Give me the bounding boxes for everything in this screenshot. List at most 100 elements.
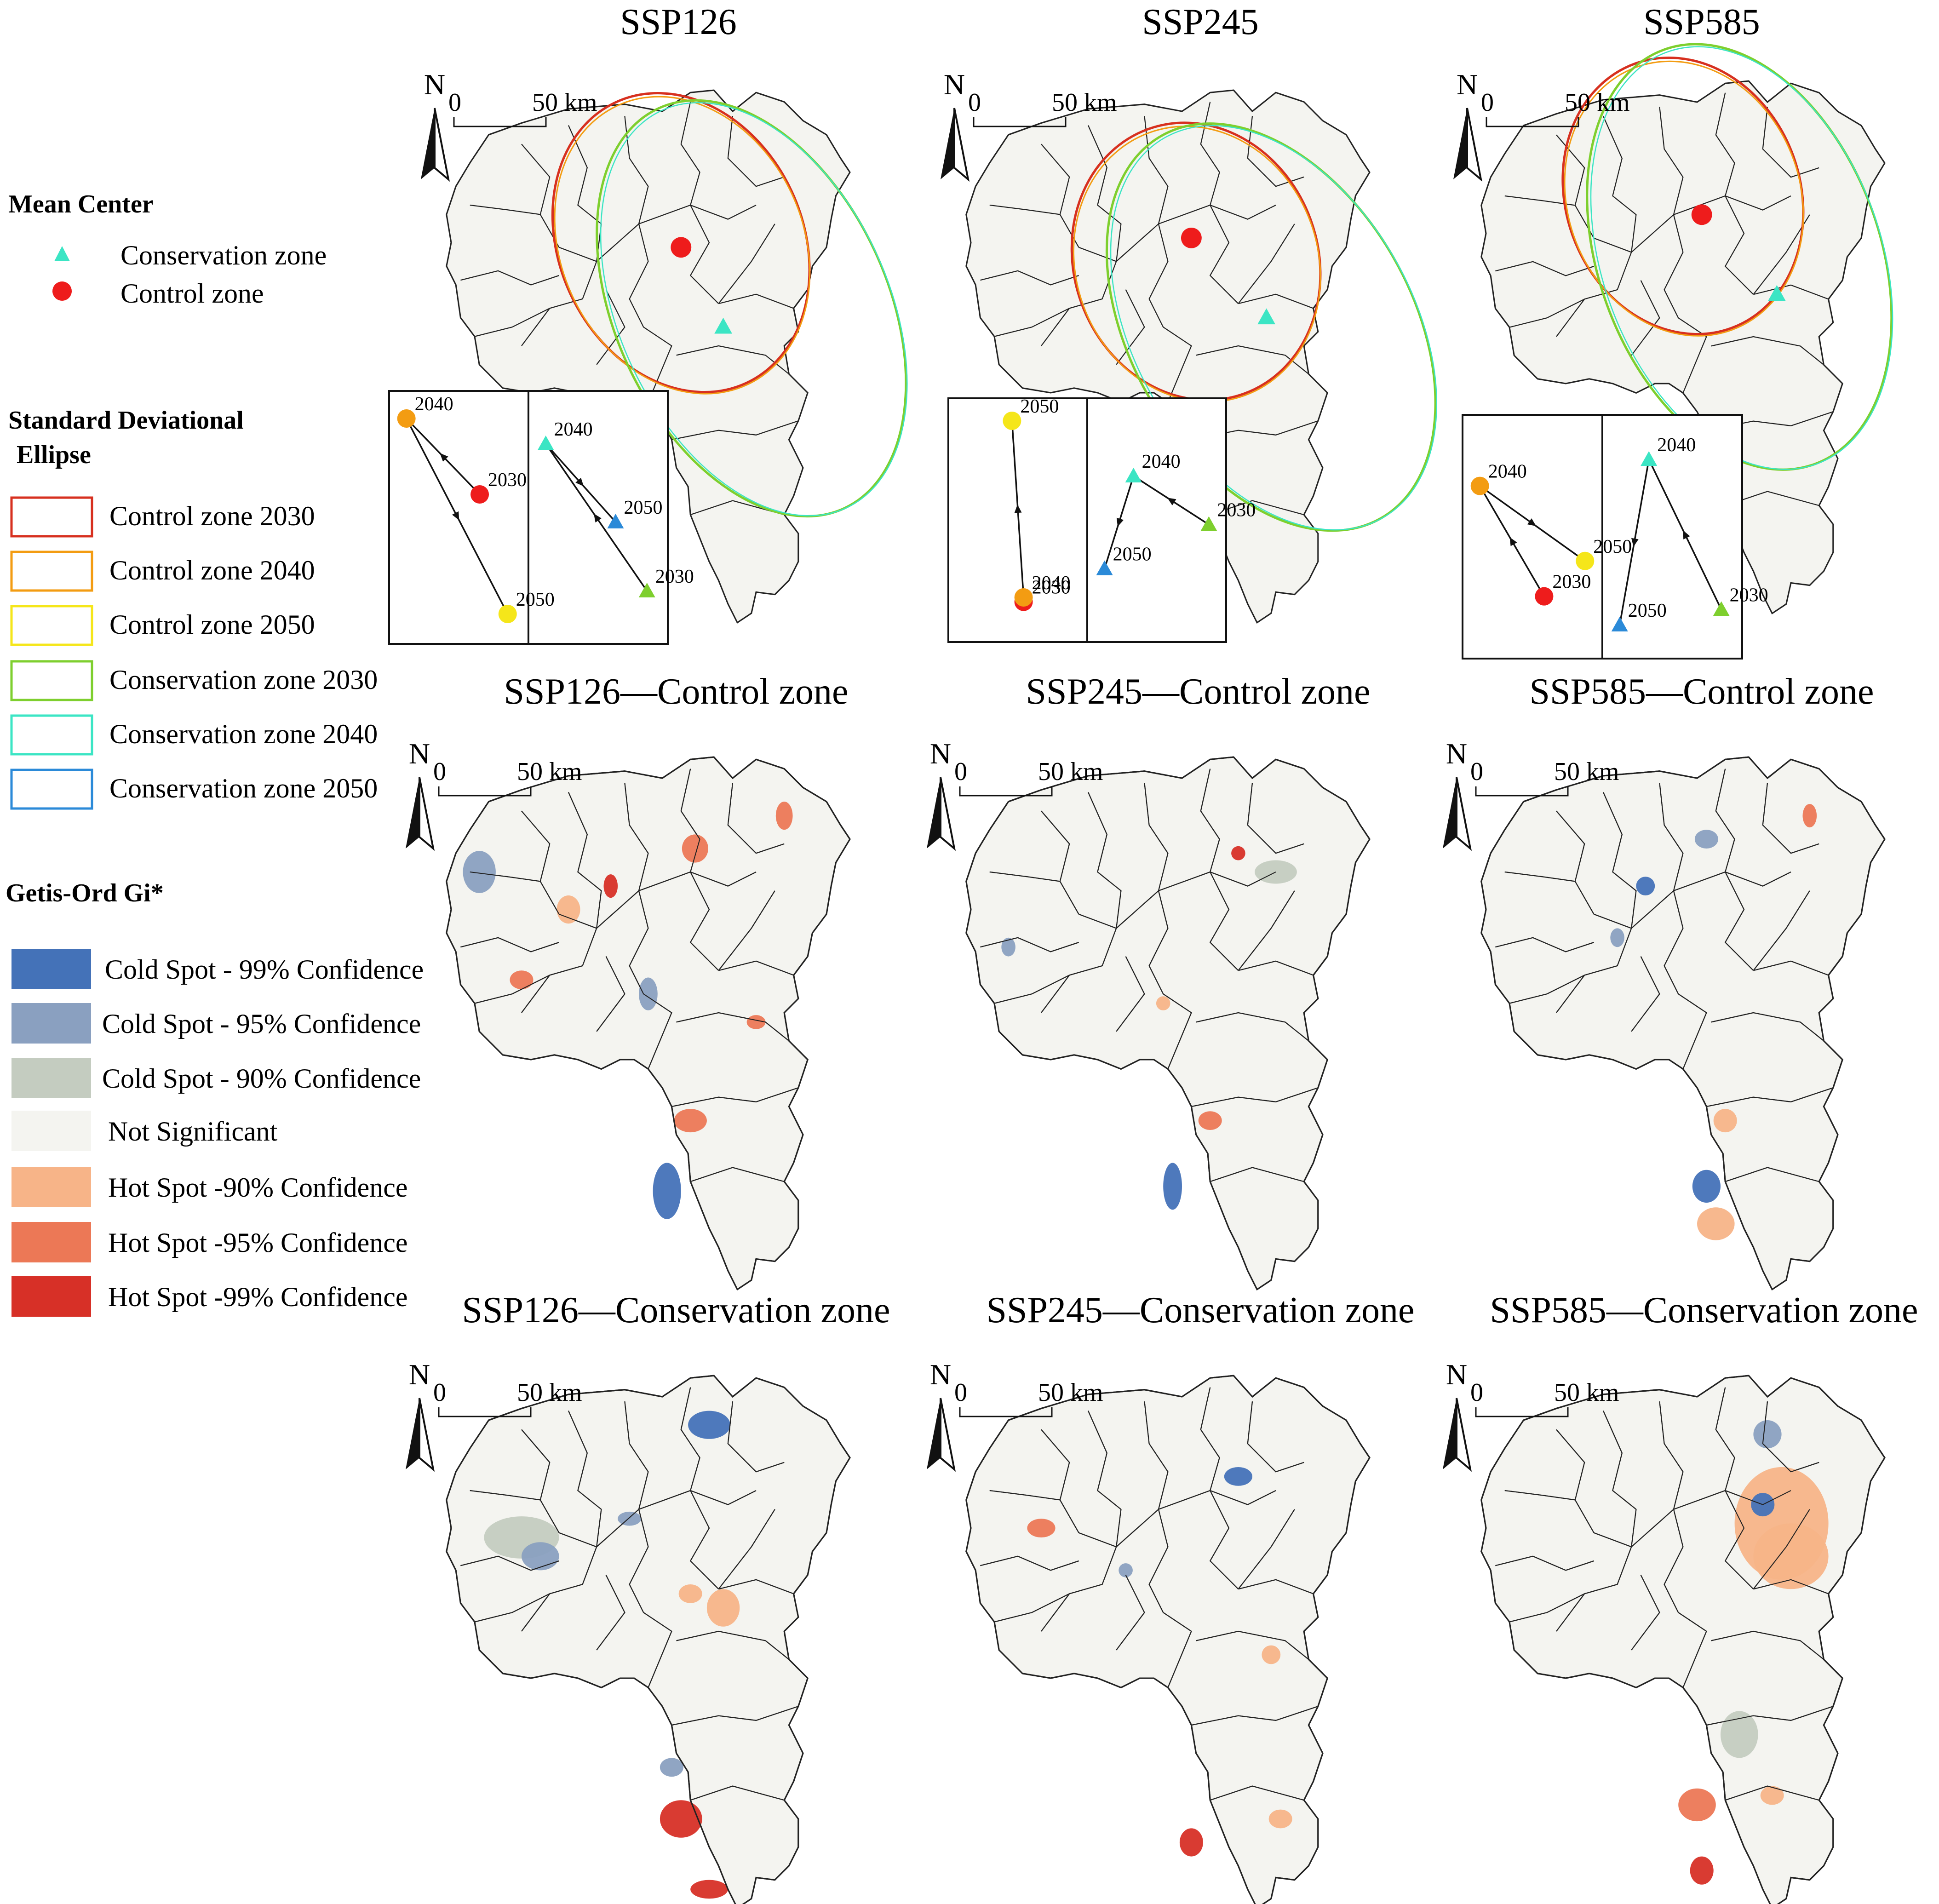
scale-distance-label: 50 km bbox=[517, 1378, 582, 1407]
legend-gi-swatch bbox=[11, 1276, 91, 1317]
scale-bar-line bbox=[959, 1407, 1053, 1417]
track-point-triangle-icon bbox=[607, 514, 624, 528]
gi-map-gi-patch bbox=[688, 1411, 730, 1439]
legend-gi-label: Cold Spot - 90% Confidence bbox=[102, 1063, 421, 1094]
title-row1-ssp126: SSP126 bbox=[620, 2, 736, 42]
conservation-triangle-icon bbox=[54, 246, 70, 261]
ellipse-control-zone bbox=[1561, 56, 1805, 336]
north-arrow-right bbox=[1456, 1398, 1472, 1472]
gi-map-gi-patch bbox=[775, 802, 793, 830]
gi-map-r3-c3 bbox=[1480, 1375, 1886, 1904]
sde-map-0-north-arrow: N bbox=[421, 68, 450, 182]
track-point-triangle-icon bbox=[1641, 451, 1658, 466]
track-year-label: 2030 bbox=[488, 470, 527, 491]
legend-sde-label: Control zone 2030 bbox=[109, 501, 315, 531]
title-row2-ssp126: SSP126—Control zone bbox=[504, 671, 849, 712]
scale-zero-label: 0 bbox=[954, 1378, 967, 1407]
legend-gi-label: Cold Spot - 95% Confidence bbox=[102, 1009, 421, 1039]
gi-map-gi-patch bbox=[1119, 1563, 1133, 1577]
sde-map-0 bbox=[446, 89, 908, 624]
trajectory-arrow-icon bbox=[1509, 537, 1517, 546]
gi-map-gi-patch bbox=[556, 895, 580, 924]
scale-bar-line bbox=[453, 117, 547, 127]
gi-map-gi-patch bbox=[746, 1015, 766, 1029]
gi-map-r3-c3-scale-bar: 0 50 km bbox=[1470, 1378, 1619, 1417]
ellipse-conservation-zone-2040 bbox=[600, 102, 908, 516]
legend-sde-label: Conservation zone 2030 bbox=[109, 665, 378, 695]
gi-map-gi-patch bbox=[1713, 1109, 1737, 1133]
trajectory-arrow-icon bbox=[1683, 530, 1690, 539]
gi-map-gi-patch bbox=[1760, 1786, 1784, 1805]
title-row3-ssp585: SSP585—Conservation zone bbox=[1490, 1290, 1918, 1331]
gi-map-gi-patch bbox=[1001, 937, 1015, 957]
gi-map-gi-patch bbox=[1692, 1170, 1721, 1203]
scale-zero-label: 0 bbox=[448, 88, 461, 117]
trajectory-arrow-icon bbox=[452, 511, 459, 521]
gi-map-gi-patch bbox=[639, 977, 658, 1010]
north-arrow-left bbox=[1443, 1398, 1457, 1469]
north-arrow-right bbox=[953, 108, 970, 182]
track-point-circle-icon bbox=[1470, 476, 1489, 495]
scale-bar-line bbox=[438, 786, 532, 797]
legend-gi-swatch bbox=[11, 949, 91, 989]
track-year-label: 2030 bbox=[655, 566, 694, 587]
track-point-circle-icon bbox=[1003, 412, 1021, 430]
gi-map-gi-patch bbox=[1690, 1856, 1714, 1885]
north-label: N bbox=[409, 737, 430, 770]
gi-map-gi-patch bbox=[653, 1163, 681, 1219]
track-point-circle-icon bbox=[1014, 588, 1033, 607]
gi-map-gi-patch bbox=[660, 1758, 683, 1777]
north-label: N bbox=[944, 68, 965, 101]
gi-map-r2-c3 bbox=[1480, 756, 1886, 1290]
track-year-label: 2040 bbox=[554, 419, 593, 440]
gi-map-gi-patch bbox=[1156, 996, 1170, 1010]
legend-sde-swatch bbox=[10, 714, 93, 756]
scale-zero-label: 0 bbox=[1470, 1378, 1483, 1407]
gi-map-gi-patch bbox=[1678, 1788, 1716, 1822]
north-arrow-right bbox=[434, 108, 450, 182]
track-point-triangle-icon bbox=[1200, 516, 1217, 531]
gi-map-region bbox=[965, 756, 1371, 1290]
scale-distance-label: 50 km bbox=[1565, 88, 1630, 117]
sde-map-2-scale-bar: 0 50 km bbox=[1481, 88, 1630, 127]
gi-map-gi-patch bbox=[1753, 1523, 1829, 1589]
gi-map-r2-c1-scale-bar: 0 50 km bbox=[433, 757, 582, 797]
scale-bar-line bbox=[959, 786, 1053, 797]
scale-bar-line bbox=[973, 117, 1067, 127]
legend-gi-label: Hot Spot -90% Confidence bbox=[108, 1172, 408, 1203]
scale-zero-label: 0 bbox=[433, 757, 446, 786]
gi-map-gi-patch bbox=[603, 874, 618, 898]
track-year-label: 2040 bbox=[1032, 573, 1071, 594]
gi-map-gi-patch bbox=[618, 1511, 642, 1526]
legend-gi-swatch bbox=[11, 1222, 91, 1262]
scale-distance-label: 50 km bbox=[1052, 88, 1117, 117]
legend-gi-label: Hot Spot -99% Confidence bbox=[108, 1282, 408, 1312]
north-arrow-right bbox=[419, 1398, 435, 1472]
gi-map-r3-c1 bbox=[446, 1375, 851, 1904]
track-year-label: 2050 bbox=[1628, 600, 1667, 621]
legend-gi-label: Hot Spot -95% Confidence bbox=[108, 1227, 408, 1258]
control-circle-icon bbox=[52, 281, 72, 301]
legend-sde-label: Conservation zone 2050 bbox=[109, 773, 378, 803]
scale-bar-line bbox=[438, 1407, 532, 1417]
gi-map-r3-c1-north-arrow: N bbox=[406, 1358, 435, 1472]
track-year-label: 2030 bbox=[1552, 572, 1591, 593]
trajectory-arrow-icon bbox=[1527, 518, 1537, 527]
scale-distance-label: 50 km bbox=[532, 88, 597, 117]
legend-sde-swatch bbox=[10, 496, 93, 538]
gi-map-gi-patch bbox=[1753, 1420, 1782, 1449]
north-label: N bbox=[930, 737, 951, 770]
scale-distance-label: 50 km bbox=[517, 757, 582, 786]
gi-map-region bbox=[965, 1375, 1371, 1904]
legend-gi-swatch bbox=[11, 1167, 91, 1207]
title-row2-ssp585: SSP585—Control zone bbox=[1530, 671, 1874, 712]
north-arrow-left bbox=[927, 777, 941, 849]
scale-bar-line bbox=[1475, 1407, 1569, 1417]
title-row1-ssp245: SSP245 bbox=[1142, 2, 1258, 42]
title-row3-ssp126: SSP126—Conservation zone bbox=[462, 1290, 890, 1331]
legend-mean-center-heading: Mean Center bbox=[8, 190, 154, 218]
track-point-triangle-icon bbox=[1713, 601, 1730, 616]
legend-gi-heading: Getis-Ord Gi* bbox=[6, 879, 164, 907]
gi-map-r2-c2 bbox=[965, 756, 1371, 1290]
